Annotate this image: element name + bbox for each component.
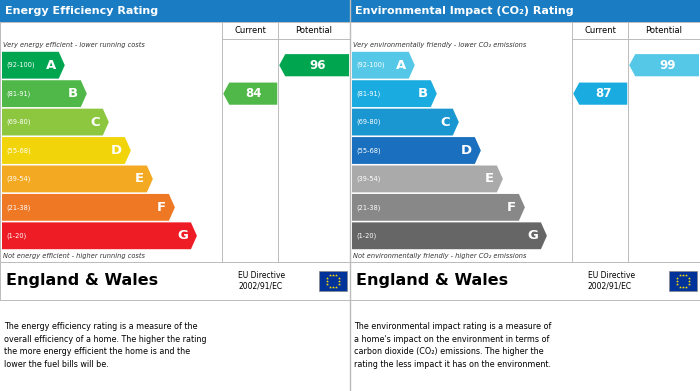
Bar bbox=[350, 22, 700, 262]
Text: England & Wales: England & Wales bbox=[356, 273, 508, 289]
Polygon shape bbox=[352, 222, 547, 249]
Text: A: A bbox=[46, 59, 56, 72]
Text: G: G bbox=[177, 229, 188, 242]
Polygon shape bbox=[573, 83, 627, 105]
Text: A: A bbox=[395, 59, 406, 72]
Bar bbox=[0, 0, 350, 22]
Text: (81-91): (81-91) bbox=[356, 90, 380, 97]
Text: Potential: Potential bbox=[295, 26, 332, 35]
Bar bbox=[319, 271, 347, 291]
Polygon shape bbox=[223, 83, 277, 105]
Text: (81-91): (81-91) bbox=[6, 90, 30, 97]
Polygon shape bbox=[352, 194, 525, 221]
Polygon shape bbox=[2, 80, 87, 107]
Text: EU Directive
2002/91/EC: EU Directive 2002/91/EC bbox=[238, 271, 285, 291]
Polygon shape bbox=[352, 80, 437, 107]
Text: G: G bbox=[527, 229, 538, 242]
Text: E: E bbox=[484, 172, 494, 185]
Text: 84: 84 bbox=[245, 87, 262, 100]
Bar bbox=[350, 262, 700, 300]
Text: (69-80): (69-80) bbox=[6, 119, 31, 126]
Polygon shape bbox=[352, 137, 481, 164]
Polygon shape bbox=[2, 194, 175, 221]
Polygon shape bbox=[2, 222, 197, 249]
Polygon shape bbox=[352, 52, 415, 79]
Text: (92-100): (92-100) bbox=[6, 62, 34, 68]
Text: D: D bbox=[461, 144, 472, 157]
Text: Current: Current bbox=[234, 26, 266, 35]
Polygon shape bbox=[279, 54, 349, 76]
Polygon shape bbox=[2, 52, 65, 79]
Text: 87: 87 bbox=[595, 87, 611, 100]
Text: Not environmentally friendly - higher CO₂ emissions: Not environmentally friendly - higher CO… bbox=[353, 253, 526, 259]
Bar bbox=[0, 262, 350, 300]
Text: England & Wales: England & Wales bbox=[6, 273, 158, 289]
Text: 96: 96 bbox=[309, 59, 326, 72]
Polygon shape bbox=[629, 54, 699, 76]
Text: Very environmentally friendly - lower CO₂ emissions: Very environmentally friendly - lower CO… bbox=[353, 42, 526, 48]
Text: F: F bbox=[157, 201, 166, 214]
Text: Current: Current bbox=[584, 26, 616, 35]
Polygon shape bbox=[352, 109, 459, 136]
Text: (1-20): (1-20) bbox=[356, 233, 377, 239]
Polygon shape bbox=[2, 109, 108, 136]
Polygon shape bbox=[352, 165, 503, 192]
Polygon shape bbox=[2, 165, 153, 192]
Bar bbox=[350, 0, 700, 22]
Text: (39-54): (39-54) bbox=[6, 176, 30, 182]
Text: (1-20): (1-20) bbox=[6, 233, 27, 239]
Text: Environmental Impact (CO₂) Rating: Environmental Impact (CO₂) Rating bbox=[355, 6, 573, 16]
Text: C: C bbox=[90, 116, 100, 129]
Text: Not energy efficient - higher running costs: Not energy efficient - higher running co… bbox=[3, 253, 145, 259]
Polygon shape bbox=[2, 137, 131, 164]
Text: (55-68): (55-68) bbox=[6, 147, 31, 154]
Text: (55-68): (55-68) bbox=[356, 147, 381, 154]
Text: Energy Efficiency Rating: Energy Efficiency Rating bbox=[5, 6, 158, 16]
Text: (39-54): (39-54) bbox=[356, 176, 380, 182]
Text: The environmental impact rating is a measure of
a home's impact on the environme: The environmental impact rating is a mea… bbox=[354, 322, 552, 369]
Text: 99: 99 bbox=[659, 59, 676, 72]
Text: B: B bbox=[68, 87, 78, 100]
Bar bbox=[669, 271, 697, 291]
Text: Very energy efficient - lower running costs: Very energy efficient - lower running co… bbox=[3, 42, 145, 48]
Text: B: B bbox=[418, 87, 428, 100]
Text: (69-80): (69-80) bbox=[356, 119, 381, 126]
Bar bbox=[0, 22, 350, 262]
Text: F: F bbox=[507, 201, 516, 214]
Text: D: D bbox=[111, 144, 122, 157]
Text: (21-38): (21-38) bbox=[6, 204, 30, 211]
Text: The energy efficiency rating is a measure of the
overall efficiency of a home. T: The energy efficiency rating is a measur… bbox=[4, 322, 206, 369]
Text: (21-38): (21-38) bbox=[356, 204, 380, 211]
Text: (92-100): (92-100) bbox=[356, 62, 384, 68]
Text: E: E bbox=[134, 172, 144, 185]
Text: EU Directive
2002/91/EC: EU Directive 2002/91/EC bbox=[588, 271, 635, 291]
Text: C: C bbox=[440, 116, 450, 129]
Text: Potential: Potential bbox=[645, 26, 682, 35]
